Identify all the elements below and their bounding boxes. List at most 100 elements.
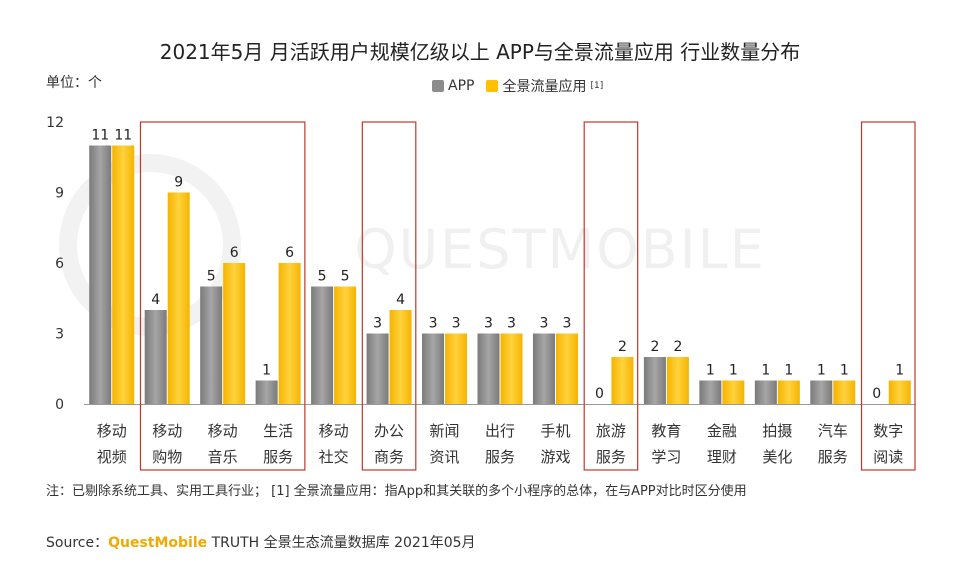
x-tick-label: 金融 xyxy=(707,422,737,440)
highlight-box xyxy=(860,121,916,471)
bar-pan xyxy=(389,310,412,404)
data-label-pan: 2 xyxy=(618,339,627,355)
data-label-app: 3 xyxy=(540,316,549,332)
x-tick-label: 游戏 xyxy=(540,448,570,466)
y-tick-label: 0 xyxy=(55,397,64,413)
x-tick-label: 美化 xyxy=(762,448,792,466)
x-tick-label: 购物 xyxy=(152,448,182,466)
bar-pan xyxy=(167,192,190,404)
data-label-pan: 9 xyxy=(174,175,183,191)
y-tick-label: 6 xyxy=(55,256,64,272)
x-tick-label: 移动 xyxy=(208,422,238,440)
bar-app xyxy=(422,333,445,404)
x-tick-label: 服务 xyxy=(263,448,293,466)
data-label-pan: 1 xyxy=(840,363,849,379)
bar-app xyxy=(144,310,167,404)
data-label-app: 1 xyxy=(706,363,715,379)
data-label-app: 2 xyxy=(650,339,659,355)
x-tick-label: 生活 xyxy=(263,422,293,440)
legend-item-pan: 全景流量应用 [1] xyxy=(486,76,603,96)
bar-pan xyxy=(888,380,911,404)
bar-app xyxy=(532,333,555,404)
bar-app xyxy=(754,380,777,404)
bar-pan xyxy=(611,357,634,404)
x-tick-label: 视频 xyxy=(97,448,127,466)
data-label-pan: 1 xyxy=(784,363,793,379)
bar-app xyxy=(366,333,389,404)
data-label-pan: 3 xyxy=(507,316,516,332)
data-label-app: 3 xyxy=(373,316,382,332)
data-label-pan: 2 xyxy=(673,339,682,355)
x-tick-label: 出行 xyxy=(485,422,515,440)
data-label-app: 11 xyxy=(91,128,109,144)
footnote: 注：已剔除系统工具、实用工具行业； [1] 全景流量应用：指App和其关联的多个… xyxy=(46,484,747,499)
bar-app xyxy=(810,380,833,404)
bar-app xyxy=(89,145,112,404)
x-tick-label: 服务 xyxy=(485,448,515,466)
bar-app xyxy=(200,286,223,404)
legend-label-app: APP xyxy=(448,78,475,94)
data-label-pan: 4 xyxy=(396,292,405,308)
bar-app xyxy=(643,357,666,404)
x-tick-label: 移动 xyxy=(152,422,182,440)
data-label-app: 4 xyxy=(151,292,160,308)
x-tick-label: 拍摄 xyxy=(762,422,792,440)
x-tick-label: 新闻 xyxy=(430,422,460,440)
data-label-pan: 6 xyxy=(285,245,294,261)
bar-app xyxy=(311,286,334,404)
bar-pan xyxy=(278,263,301,404)
watermark-text: QUESTMOBILE xyxy=(354,218,766,281)
data-label-pan: 11 xyxy=(114,128,132,144)
bar-pan xyxy=(112,145,135,404)
bar-pan xyxy=(555,333,578,404)
data-label-app: 1 xyxy=(262,363,271,379)
x-tick-label: 服务 xyxy=(596,448,626,466)
data-label-app: 1 xyxy=(761,363,770,379)
data-label-pan: 1 xyxy=(895,363,904,379)
x-tick-label: 移动 xyxy=(97,422,127,440)
data-label-app: 3 xyxy=(484,316,493,332)
legend-label-pan: 全景流量应用 xyxy=(502,79,587,95)
bar-pan xyxy=(445,333,468,404)
x-tick-label: 办公 xyxy=(374,422,404,440)
data-label-app: 0 xyxy=(872,386,881,402)
y-tick-label: 3 xyxy=(55,327,64,343)
data-label-app: 3 xyxy=(429,316,438,332)
legend: APP 全景流量应用 [1] xyxy=(432,76,609,96)
unit-label: 单位：个 xyxy=(46,75,102,91)
bar-pan xyxy=(833,380,856,404)
x-tick-label: 移动 xyxy=(319,422,349,440)
x-tick-label: 商务 xyxy=(374,448,404,466)
x-tick-label: 资讯 xyxy=(430,448,460,466)
highlight-box xyxy=(583,121,639,471)
source-line: Source：QuestMobile TRUTH 全景生态流量数据库 2021年… xyxy=(46,532,476,552)
x-tick-label: 社交 xyxy=(319,448,349,466)
bar-pan xyxy=(722,380,745,404)
x-tick-label: 学习 xyxy=(651,448,681,466)
legend-footnote-mark: [1] xyxy=(590,81,604,91)
legend-swatch-pan xyxy=(486,80,499,92)
highlight-box xyxy=(139,121,306,471)
legend-item-app: APP xyxy=(432,78,474,94)
bar-pan xyxy=(223,263,246,404)
legend-swatch-app xyxy=(432,80,444,92)
bar-pan xyxy=(666,357,689,404)
chart-title: 2021年5月 月活跃用户规模亿级以上 APP与全景流量应用 行业数量分布 xyxy=(159,40,801,64)
bar-app xyxy=(477,333,500,404)
data-label-pan: 3 xyxy=(563,316,572,332)
data-label-pan: 3 xyxy=(452,316,461,332)
data-label-pan: 6 xyxy=(230,245,239,261)
data-label-pan: 1 xyxy=(729,363,738,379)
x-tick-label: 手机 xyxy=(540,422,570,440)
data-label-app: 1 xyxy=(817,363,826,379)
bar-pan xyxy=(500,333,523,404)
source-prefix: Source： xyxy=(46,535,109,551)
bar-pan xyxy=(777,380,800,404)
x-tick-label: 音乐 xyxy=(208,448,238,466)
x-tick-label: 教育 xyxy=(651,422,681,440)
data-label-app: 5 xyxy=(207,269,216,285)
y-tick-label: 9 xyxy=(55,186,64,202)
bar-app xyxy=(699,380,722,404)
x-tick-label: 服务 xyxy=(818,448,848,466)
